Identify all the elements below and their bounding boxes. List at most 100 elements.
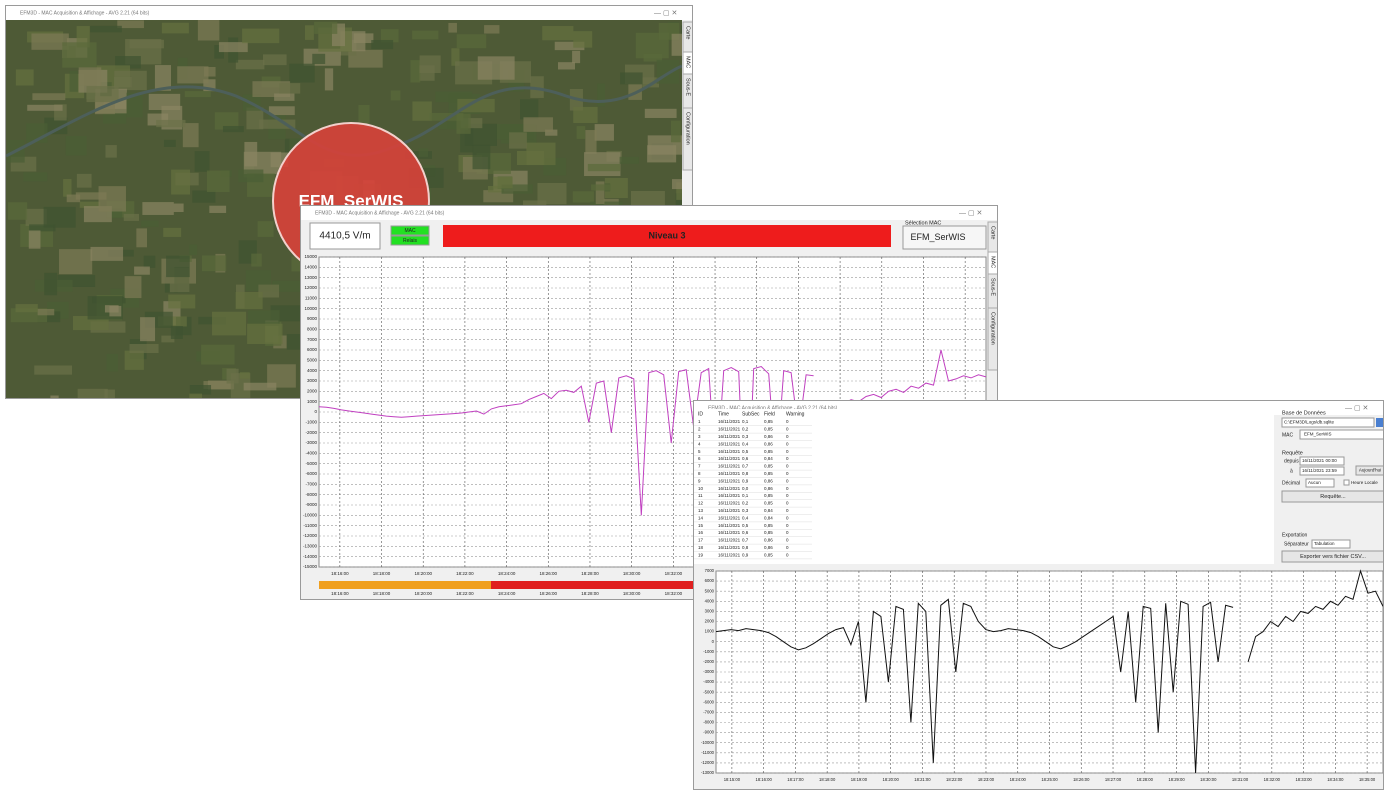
table-cell: 0,85 — [764, 530, 773, 535]
map-field — [631, 191, 665, 206]
y-tick-label: 1000 — [307, 399, 318, 404]
y-tick-label: -6000 — [305, 471, 317, 476]
map-field — [78, 389, 108, 399]
map-field — [523, 117, 553, 132]
y-tick-label: -10000 — [303, 513, 318, 518]
x-tick-label-band: 18:32:00 — [665, 591, 683, 596]
y-tick-label: 3000 — [705, 609, 715, 614]
map-field — [209, 206, 226, 213]
table-cell: 16/11/2021 — [718, 493, 741, 498]
table-cell: 16/11/2021 — [718, 545, 741, 550]
y-tick-label: 15000 — [304, 254, 317, 259]
status-label: Relais — [403, 238, 417, 244]
table-cell: 0,85 — [764, 501, 773, 506]
table-cell: 16/11/2021 — [718, 449, 741, 454]
x-tick-label: 18:23:00 — [978, 777, 995, 782]
table-cell: 0,2 — [742, 501, 749, 506]
map-field — [67, 195, 80, 203]
mac-select-value[interactable]: EFM_SerWIS — [910, 232, 965, 242]
side-tab-label[interactable]: Configuration — [990, 312, 996, 345]
map-field — [240, 372, 250, 379]
y-tick-label: 0 — [314, 409, 317, 414]
side-tab-label[interactable]: MAC — [990, 256, 996, 268]
table-cell: 0,2 — [742, 427, 749, 432]
table-cell: 16/11/2021 — [718, 441, 741, 446]
button-label[interactable]: Requête... — [1320, 494, 1346, 500]
map-field — [134, 267, 150, 275]
field-label: MAC — [1282, 432, 1294, 438]
y-tick-label: -9000 — [305, 502, 317, 507]
side-tab-label[interactable]: Sous-E — [990, 278, 996, 296]
table-cell: 16 — [698, 530, 704, 535]
x-tick-label: 18:32:00 — [665, 571, 683, 576]
table-cell: 16/11/2021 — [718, 501, 741, 506]
map-field — [588, 164, 620, 171]
table-cell: 0,4 — [742, 515, 749, 520]
map-field — [63, 179, 71, 197]
table-cell: 16/11/2021 — [718, 538, 741, 543]
table-cell: 0,4 — [742, 441, 749, 446]
table-cell: 0,5 — [742, 523, 749, 528]
map-field — [410, 60, 420, 82]
map-field — [177, 66, 208, 83]
button-label[interactable]: Exporter vers fichier CSV... — [1300, 554, 1366, 560]
side-tab-label[interactable]: Sous-E — [685, 78, 691, 96]
map-field — [473, 145, 491, 169]
x-tick-label: 18:22:00 — [946, 777, 963, 782]
map-field — [114, 77, 132, 88]
table-cell: 0,85 — [764, 449, 773, 454]
table-cell: 0,8 — [742, 545, 749, 550]
table-header: Field — [764, 411, 775, 417]
x-tick-label-band: 18:20:00 — [414, 591, 432, 596]
map-field — [542, 26, 573, 40]
map-field — [595, 124, 614, 141]
y-tick-label: 3000 — [307, 378, 318, 383]
y-tick-label: 4000 — [307, 368, 318, 373]
button-label[interactable]: Aujourd'hui — [1359, 468, 1381, 473]
map-field — [325, 68, 333, 90]
window-controls: — ▢ ✕ — [1345, 405, 1368, 412]
local-time-checkbox[interactable] — [1344, 480, 1349, 485]
select-value[interactable]: Aucun — [1308, 480, 1321, 485]
y-tick-label: -8000 — [305, 492, 317, 497]
map-field — [227, 369, 239, 384]
x-tick-label: 18:26:00 — [540, 571, 558, 576]
browse-button[interactable] — [1376, 418, 1384, 427]
map-field — [125, 276, 142, 298]
map-field — [192, 190, 215, 202]
map-field — [124, 214, 139, 221]
table-cell: 16/11/2021 — [718, 552, 741, 557]
side-tab-label[interactable]: Configuration — [685, 112, 691, 145]
y-tick-label: 2000 — [705, 619, 715, 624]
map-field — [258, 221, 274, 237]
select-value[interactable]: Tabulation — [1314, 541, 1335, 546]
y-tick-label: -6000 — [703, 699, 714, 704]
select-value[interactable]: EFM_SerWIS — [1304, 432, 1332, 437]
map-field — [23, 172, 47, 181]
y-tick-label: -3000 — [305, 440, 317, 445]
y-tick-label: -10000 — [701, 740, 715, 745]
date-value[interactable]: 16/11/2021 00:00 — [1302, 458, 1337, 463]
status-label: MAC — [404, 228, 416, 234]
date-value[interactable]: 16/11/2021 23:59 — [1302, 468, 1337, 473]
map-field — [573, 107, 597, 123]
table-cell: 0,85 — [764, 552, 773, 557]
side-tab-label[interactable]: Carte — [990, 226, 996, 239]
map-field — [140, 317, 155, 341]
checkbox-label[interactable]: Heure Locale — [1351, 480, 1378, 485]
x-tick-label-band: 18:24:00 — [498, 591, 516, 596]
table-cell: 0,85 — [764, 493, 773, 498]
map-field — [174, 204, 184, 212]
x-tick-label: 18:19:00 — [851, 777, 868, 782]
y-tick-label: -7000 — [703, 710, 714, 715]
y-tick-label: -2000 — [305, 430, 317, 435]
side-tab-label[interactable]: Carte — [685, 26, 691, 39]
field-value: 4410,5 V/m — [319, 231, 370, 242]
table-cell: 0,86 — [764, 478, 773, 483]
level-band-low — [319, 581, 491, 589]
map-field — [573, 191, 594, 202]
x-tick-label: 18:24:00 — [498, 571, 516, 576]
side-tab-label[interactable]: MAC — [685, 56, 691, 68]
map-field — [671, 121, 681, 143]
y-tick-label: 9000 — [307, 316, 318, 321]
